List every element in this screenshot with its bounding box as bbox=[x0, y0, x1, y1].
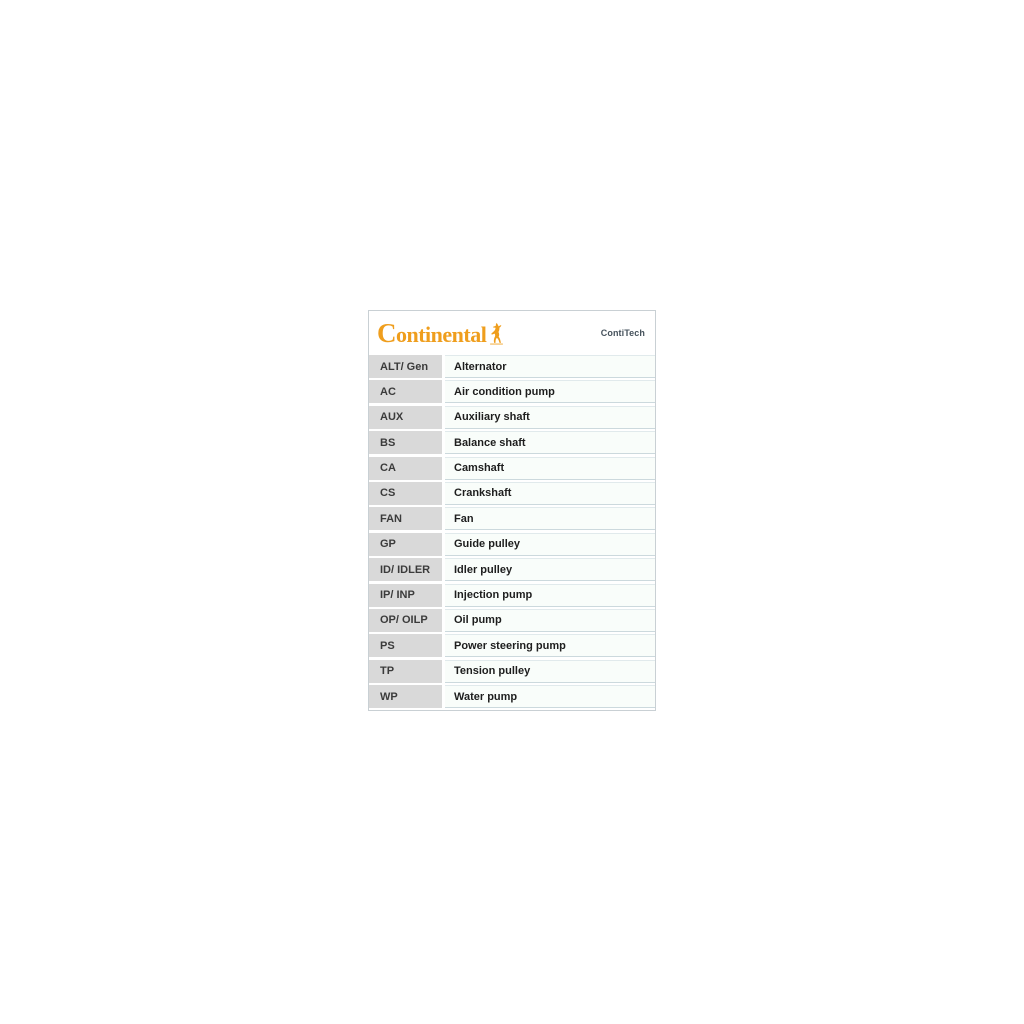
contitech-label: ContiTech bbox=[600, 328, 645, 338]
description-cell: Alternator bbox=[445, 355, 655, 378]
abbreviation-table: ALT/ Gen Alternator AC Air condition pum… bbox=[369, 355, 655, 711]
continental-logo: Continental bbox=[377, 320, 505, 347]
abbreviation-cell: BS bbox=[369, 431, 442, 455]
description-cell: Tension pulley bbox=[445, 659, 655, 683]
abbreviation-cell: ID/ IDLER bbox=[369, 558, 442, 582]
abbreviation-cell: OP/ OILP bbox=[369, 608, 442, 632]
description-cell: Water pump bbox=[445, 685, 655, 709]
abbreviation-cell: TP bbox=[369, 659, 442, 683]
description-cell: Guide pulley bbox=[445, 532, 655, 556]
abbreviation-panel: Continental ContiTech ALT/ Gen Alternato… bbox=[368, 310, 656, 712]
description-cell: Injection pump bbox=[445, 583, 655, 607]
description-cell: Crankshaft bbox=[445, 481, 655, 505]
abbreviation-cell: GP bbox=[369, 532, 442, 556]
description-cell: Oil pump bbox=[445, 608, 655, 632]
abbreviation-cell: AUX bbox=[369, 405, 442, 429]
abbreviation-cell: PS bbox=[369, 634, 442, 658]
description-cell: Fan bbox=[445, 507, 655, 531]
description-cell: Balance shaft bbox=[445, 431, 655, 455]
abbreviation-cell: IP/ INP bbox=[369, 583, 442, 607]
abbreviation-cell: CA bbox=[369, 456, 442, 480]
brand-header: Continental ContiTech bbox=[369, 311, 655, 355]
horse-icon bbox=[490, 322, 504, 344]
abbreviation-cell: WP bbox=[369, 685, 442, 709]
abbreviation-cell: AC bbox=[369, 380, 442, 404]
description-cell: Auxiliary shaft bbox=[445, 405, 655, 429]
description-cell: Camshaft bbox=[445, 456, 655, 480]
description-cell: Air condition pump bbox=[445, 380, 655, 404]
description-cell: Idler pulley bbox=[445, 558, 655, 582]
continental-logo-text: Continental bbox=[377, 317, 487, 348]
abbreviation-cell: ALT/ Gen bbox=[369, 355, 442, 378]
description-cell: Power steering pump bbox=[445, 634, 655, 658]
abbreviation-cell: CS bbox=[369, 481, 442, 505]
abbreviation-cell: FAN bbox=[369, 507, 442, 531]
